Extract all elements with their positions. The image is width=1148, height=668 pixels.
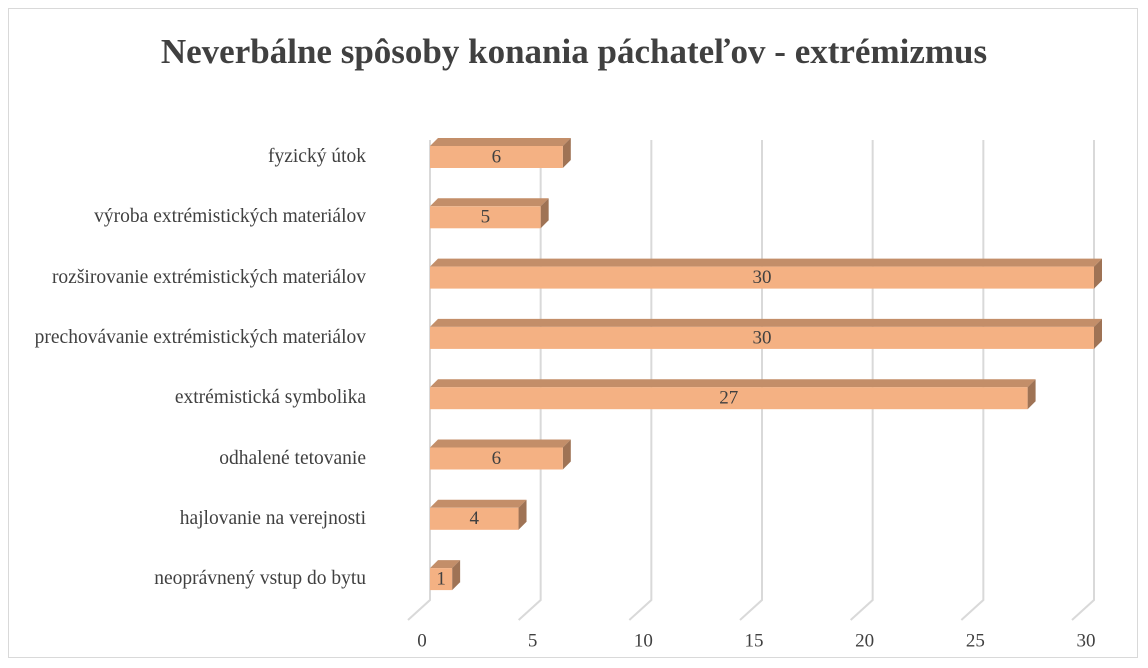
bar-side: [452, 560, 461, 591]
bar-side: [562, 439, 571, 470]
x-tick-label: 10: [634, 630, 653, 651]
y-tick-text: fyzický útok: [267, 146, 366, 167]
bar-top: [430, 258, 1102, 267]
x-tick-label: 15: [745, 630, 764, 651]
y-tick-text: hajlovanie na verejnosti: [179, 507, 366, 529]
grid-line: [407, 140, 431, 621]
bar-side: [1094, 258, 1102, 289]
bar: [430, 568, 453, 591]
data-label: 4: [470, 508, 480, 529]
bar-side: [1027, 379, 1036, 410]
bar-top: [430, 439, 571, 448]
y-tick-label: extrémistická symbolika: [175, 386, 366, 410]
chart-border: [8, 8, 1138, 658]
y-tick-label: rozširovanie extrémistických materiálov: [52, 266, 366, 290]
y-tick-text: prechovávanie extrémistických materiálov: [34, 326, 366, 348]
bar-top: [430, 560, 461, 569]
chart-title: Neverbálne spôsoby konania páchateľov - …: [160, 32, 988, 71]
data-label: 1: [436, 568, 446, 589]
bar-side: [562, 138, 571, 168]
y-tick-label: výroba extrémistických materiálov: [94, 205, 366, 229]
bar: [430, 507, 519, 530]
y-tick-label: odhalené tetovanie: [219, 447, 366, 471]
bar: [430, 326, 1094, 349]
bar-top: [430, 499, 527, 508]
data-label: 30: [753, 267, 772, 288]
data-label: 27: [719, 388, 738, 409]
grid-line: [849, 140, 874, 621]
y-tick-label: prechovávanie extrémistických materiálov: [35, 326, 366, 350]
y-tick-text: extrémistická symbolika: [174, 387, 366, 409]
bar-side: [1094, 318, 1102, 349]
y-tick-text: rozširovanie extrémistických materiálov: [51, 266, 366, 288]
x-tick-label: 30: [1077, 630, 1096, 651]
bar: [430, 266, 1094, 289]
y-tick-text: výroba extrémistických materiálov: [94, 206, 366, 228]
x-tick-label: 25: [966, 630, 985, 651]
y-tick-text: odhalené tetovanie: [219, 447, 366, 469]
bar: [430, 387, 1028, 410]
data-label: 5: [481, 207, 491, 228]
data-label: 30: [753, 327, 772, 348]
y-tick-text: neoprávnený vstup do bytu: [154, 568, 366, 590]
bar: [430, 206, 541, 229]
grid-line: [739, 140, 763, 621]
x-tick-label: 0: [417, 630, 427, 651]
bar-side: [518, 499, 527, 530]
bar-top: [430, 198, 549, 207]
bar-side: [540, 198, 549, 229]
grid-line: [628, 140, 653, 621]
bar-top: [430, 138, 571, 146]
bar-top: [430, 379, 1036, 388]
y-tick-label: neoprávnený vstup do bytu: [154, 567, 366, 591]
y-tick-label: fyzický útok: [268, 145, 366, 169]
grid-line: [517, 140, 542, 621]
grid-line: [1071, 140, 1095, 621]
grid-line: [960, 140, 985, 621]
data-label: 6: [492, 146, 502, 167]
x-tick-label: 5: [528, 630, 538, 651]
y-tick-label: hajlovanie na verejnosti: [180, 507, 366, 531]
bar: [430, 447, 563, 470]
bar-top: [430, 318, 1102, 327]
x-tick-label: 20: [855, 630, 874, 651]
bar: [430, 146, 563, 168]
data-label: 6: [492, 448, 502, 469]
